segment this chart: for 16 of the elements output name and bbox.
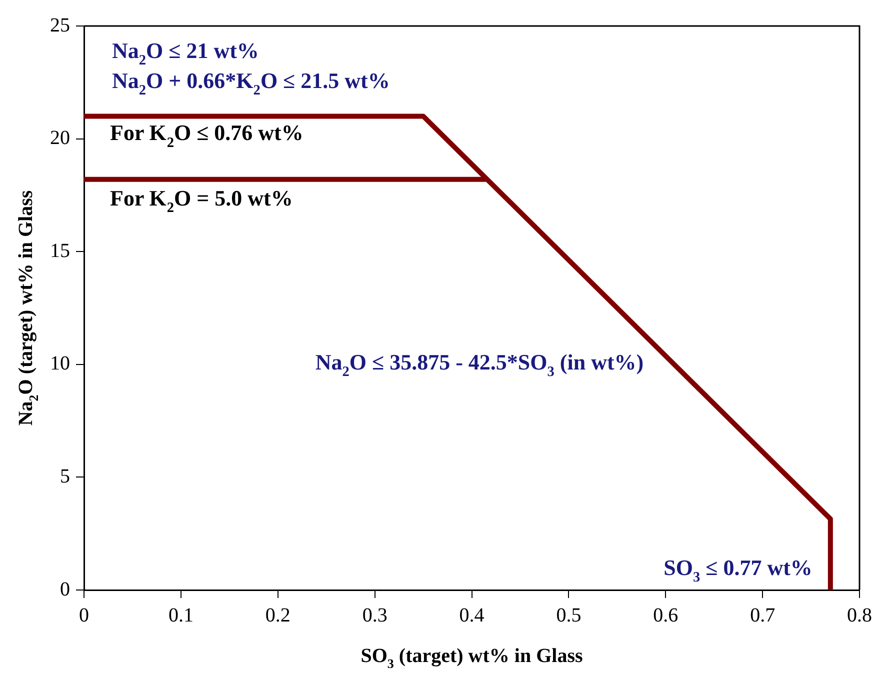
y-axis-title: Na2O (target) wt% in Glass <box>15 190 41 426</box>
x-tick-label: 0.4 <box>459 604 484 626</box>
x-tick-label: 0.1 <box>168 604 194 626</box>
y-tick-label: 25 <box>50 14 70 36</box>
x-tick-label: 0.7 <box>750 604 776 626</box>
x-tick-label: 0.2 <box>265 604 290 626</box>
x-tick-label: 0.3 <box>362 604 388 626</box>
x-tick-label: 0.5 <box>556 604 582 626</box>
y-tick-label: 15 <box>50 240 70 262</box>
y-tick-label: 0 <box>60 578 70 600</box>
y-tick-label: 5 <box>60 465 70 488</box>
y-tick-label: 10 <box>50 352 70 375</box>
y-tick-label: 20 <box>50 127 70 150</box>
x-tick-label: 0 <box>79 604 89 626</box>
x-tick-label: 0.6 <box>653 604 678 626</box>
x-tick-label: 0.8 <box>847 604 872 626</box>
